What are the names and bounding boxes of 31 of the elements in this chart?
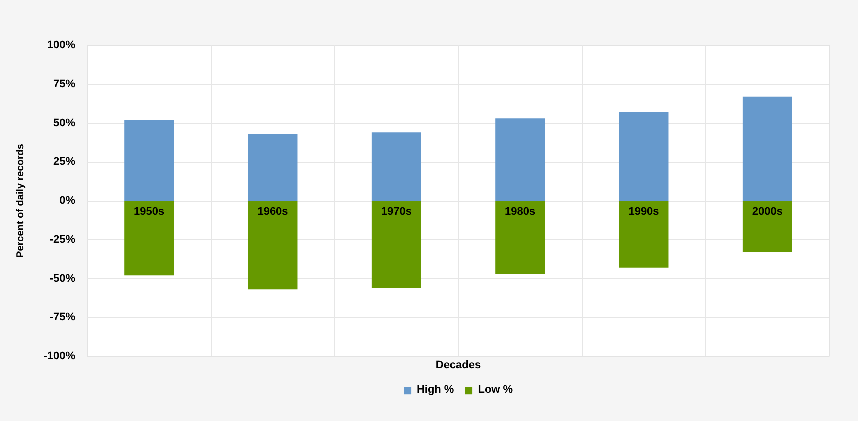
bar <box>372 132 422 201</box>
y-tick-label: -75% <box>50 312 76 324</box>
y-tick-label: 25% <box>53 156 76 168</box>
bar <box>742 96 792 201</box>
x-tick-label: 1980s <box>505 206 536 218</box>
y-tick-label: 0% <box>60 195 76 207</box>
legend-label: Low % <box>478 384 514 396</box>
x-tick-label: 1960s <box>258 206 288 218</box>
x-axis-title: Decades <box>436 360 482 372</box>
x-tick-label: 2000s <box>752 206 783 218</box>
x-tick-label: 1990s <box>628 206 660 218</box>
bar <box>496 118 546 201</box>
x-tick-label: 1970s <box>381 206 412 218</box>
y-axis-title: Percent of daily records <box>16 144 27 258</box>
bar <box>496 201 546 274</box>
bar <box>248 134 298 201</box>
bar <box>619 201 669 268</box>
y-tick-label: -50% <box>50 272 76 285</box>
y-tick-label: 100% <box>47 40 76 52</box>
x-tick-label: 1950s <box>134 206 165 218</box>
bar <box>372 201 422 288</box>
bar <box>124 201 174 276</box>
y-tick-label: -100% <box>44 350 76 362</box>
legend-label: High % <box>416 384 454 396</box>
y-tick-label: 75% <box>53 78 76 90</box>
y-tick-label: 50% <box>53 117 76 130</box>
bar <box>742 201 792 252</box>
bar <box>248 201 298 290</box>
y-tick-label: -25% <box>50 234 76 246</box>
bar <box>619 112 669 201</box>
bar <box>124 120 174 201</box>
